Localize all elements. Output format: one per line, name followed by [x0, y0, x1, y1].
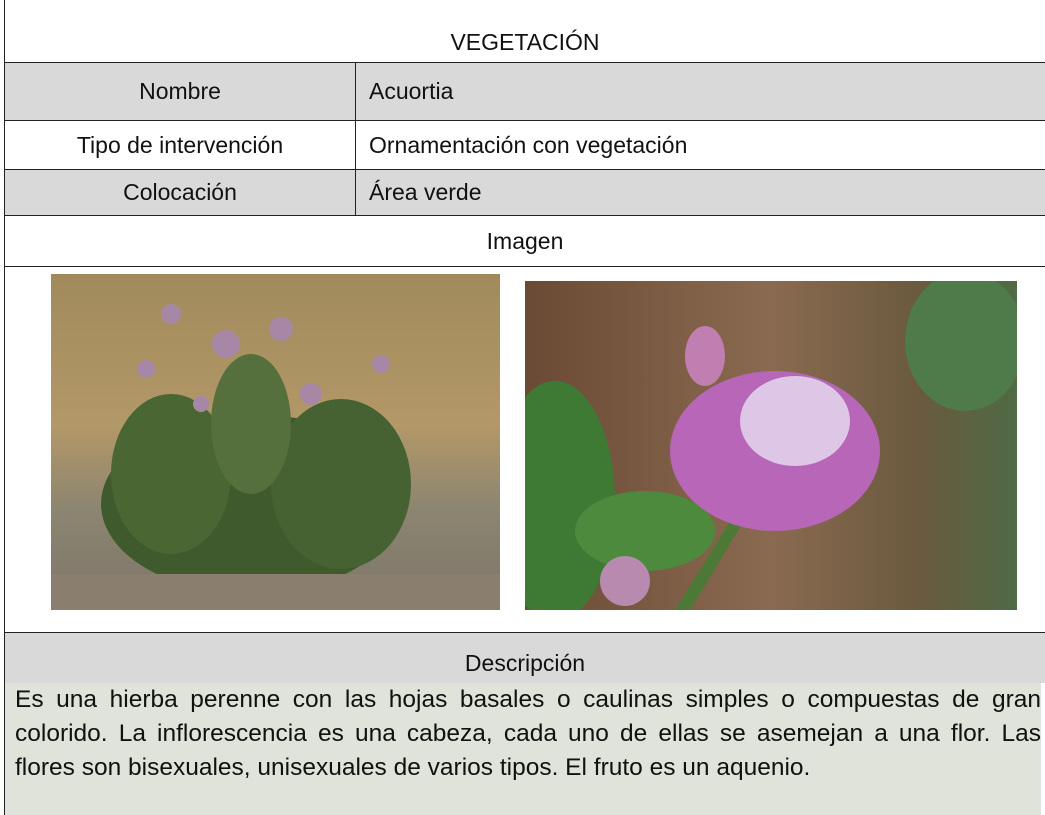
vegetation-sheet: VEGETACIÓN Nombre Acuortia Tipo de inter…	[4, 0, 1045, 815]
row-label: Tipo de intervención	[5, 121, 356, 169]
row: Nombre Acuortia	[4, 62, 1045, 120]
plant-photo	[51, 274, 500, 610]
row: Colocación Área verde	[4, 169, 1045, 215]
image-label-row: Imagen	[4, 215, 1045, 266]
row-label: Colocación	[5, 170, 356, 215]
image-row	[4, 266, 1045, 632]
row-label: Nombre	[5, 63, 356, 120]
description: Es una hierba perenne con las hojas basa…	[4, 683, 1041, 815]
row-value: Ornamentación con vegetación	[369, 131, 688, 158]
description-label-row: Descripción	[4, 632, 1045, 683]
row-value: Acuortia	[369, 78, 454, 104]
row-value: Área verde	[369, 179, 482, 205]
flower-photo	[525, 281, 1017, 610]
description-label: Descripción	[464, 649, 586, 676]
title-row: VEGETACIÓN	[4, 0, 1045, 62]
title: VEGETACIÓN	[450, 28, 600, 55]
image-label: Imagen	[486, 227, 564, 254]
row: Tipo de intervención Ornamentación con v…	[4, 120, 1045, 169]
